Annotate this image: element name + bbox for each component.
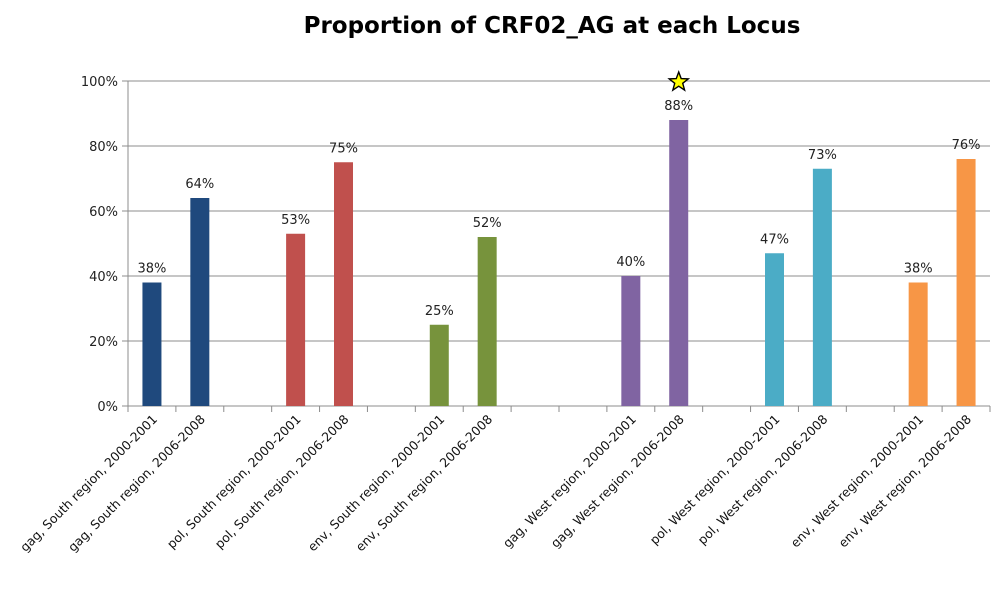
data-label: 64%: [185, 177, 214, 192]
data-label: 25%: [425, 304, 454, 319]
bar: [621, 276, 641, 406]
y-tick-label: 40%: [89, 270, 118, 285]
data-label: 52%: [473, 216, 502, 231]
data-label: 76%: [952, 138, 981, 153]
data-label: 38%: [137, 262, 166, 277]
gridlines: [127, 80, 991, 412]
annotations: [667, 70, 691, 92]
bar: [765, 253, 784, 406]
bar: [669, 120, 689, 406]
data-labels: 38% 64% 53% 75% 25% 52% 40% 88% 47% 73% 38% 76%: [137, 99, 980, 319]
data-label: 88%: [664, 99, 693, 114]
bar: [286, 233, 306, 406]
data-label: 47%: [760, 232, 789, 247]
bar: [908, 282, 928, 406]
y-tick-label: 60%: [89, 205, 118, 220]
y-axis-ticks: 0% 20% 40% 60% 80% 100%: [81, 75, 128, 415]
y-tick-label: 0%: [97, 400, 118, 415]
star-icon: [667, 70, 691, 92]
bars: [142, 120, 976, 406]
bar: [142, 282, 162, 406]
data-label: 38%: [904, 262, 933, 277]
bar: [429, 324, 449, 406]
bar: [334, 162, 353, 406]
y-tick-label: 80%: [89, 140, 118, 155]
bar: [190, 198, 210, 406]
y-tick-label: 100%: [81, 75, 118, 90]
data-label: 73%: [808, 148, 837, 163]
bar: [477, 237, 497, 406]
data-label: 40%: [616, 255, 645, 270]
chart-title: Proportion of CRF02_AG at each Locus: [304, 13, 801, 39]
data-label: 75%: [329, 141, 358, 156]
bar: [812, 168, 832, 406]
data-label: 53%: [281, 213, 310, 228]
y-tick-label: 20%: [89, 335, 118, 350]
bar: [956, 159, 976, 406]
